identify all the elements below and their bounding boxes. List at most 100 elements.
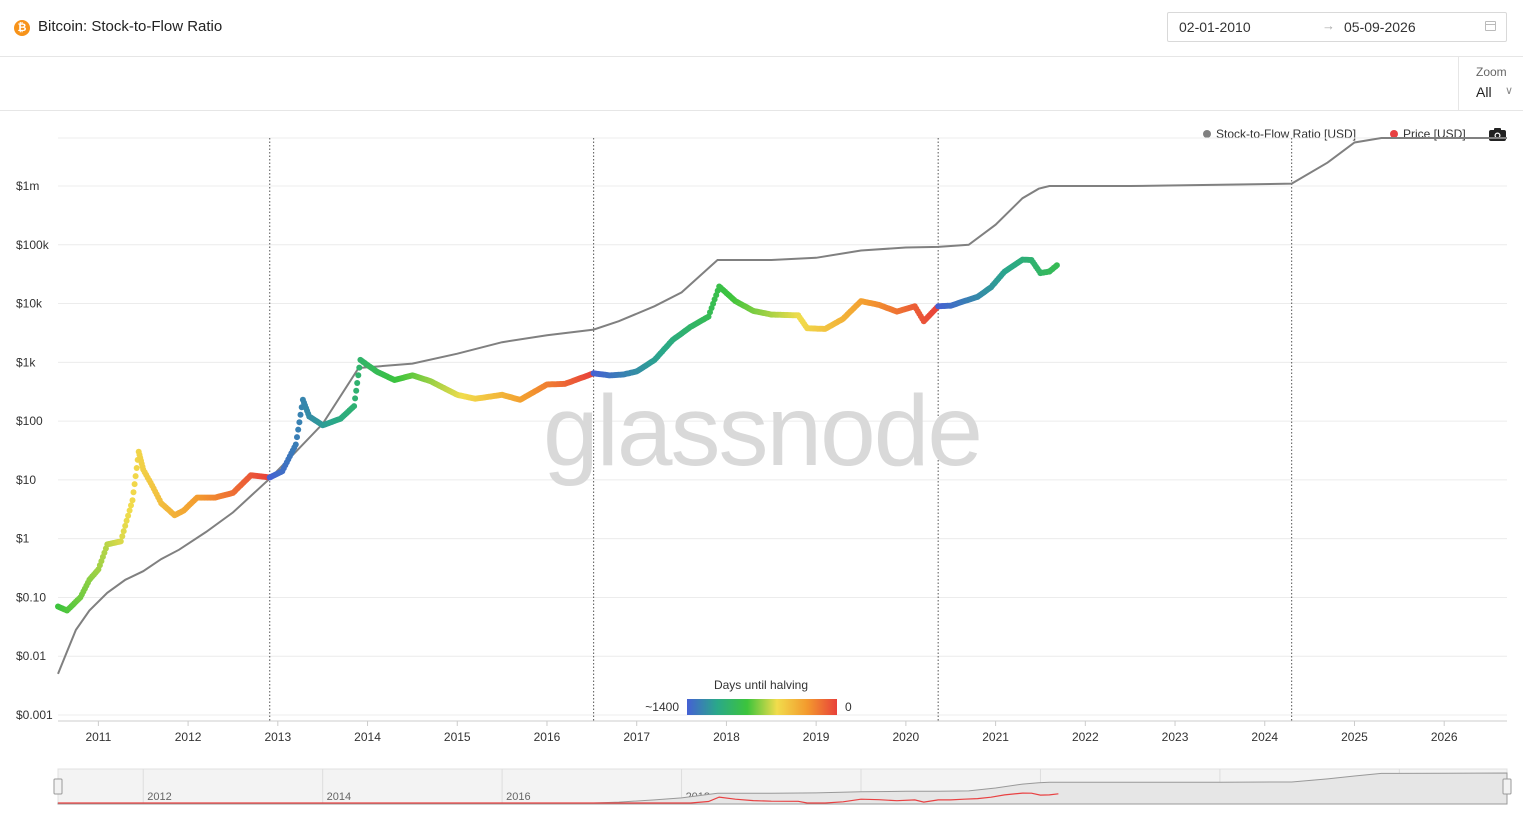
- price-point: [455, 392, 462, 399]
- price-point: [760, 310, 767, 316]
- price-point: [563, 380, 570, 387]
- price-point: [639, 364, 646, 371]
- price-point: [1036, 267, 1042, 274]
- price-point: [204, 494, 211, 501]
- price-point: [716, 283, 723, 290]
- price-point: [144, 474, 151, 481]
- price-point: [1041, 269, 1048, 276]
- legend-item-s2f[interactable]: Stock-to-Flow Ratio [USD]: [1203, 127, 1356, 141]
- price-point: [575, 375, 582, 382]
- zoom-select[interactable]: Zoom All ∨: [1458, 57, 1523, 110]
- price-point: [488, 393, 495, 400]
- price-point: [914, 308, 921, 315]
- date-start-input[interactable]: 02-01-2010: [1179, 19, 1251, 35]
- price-point: [704, 314, 710, 321]
- price-point: [841, 314, 848, 321]
- price-point: [886, 305, 893, 312]
- price-point: [346, 407, 353, 414]
- x-tick-label: 2014: [354, 730, 381, 744]
- price-point: [129, 497, 136, 504]
- price-point: [331, 417, 338, 424]
- price-point: [133, 465, 140, 471]
- y-tick-label: $100k: [16, 238, 50, 252]
- price-point: [427, 378, 434, 385]
- price-point: [853, 302, 860, 309]
- price-point: [360, 359, 367, 365]
- date-range-picker[interactable]: 02-01-2010 → 05-09-2026: [1167, 12, 1507, 42]
- price-point: [1009, 263, 1015, 270]
- navigator-tick-label: 2026: [1403, 791, 1427, 803]
- price-point: [730, 296, 737, 303]
- navigator-left-handle[interactable]: [53, 778, 63, 795]
- navigator-track: [57, 768, 1508, 805]
- price-point: [765, 310, 772, 317]
- date-end-input[interactable]: 05-09-2026: [1344, 19, 1416, 35]
- price-point: [114, 539, 121, 545]
- price-point: [1003, 267, 1010, 274]
- price-point: [107, 540, 114, 547]
- price-point: [59, 605, 66, 612]
- price-point: [974, 293, 981, 300]
- price-point: [883, 304, 890, 311]
- price-point: [382, 372, 389, 379]
- price-point: [968, 295, 975, 302]
- navigator[interactable]: 2012 2014 2016 2018 2020 2022 2024 2026: [53, 768, 1512, 805]
- price-point: [372, 367, 378, 374]
- price-point: [687, 323, 694, 330]
- chevron-down-icon[interactable]: ∨: [1505, 85, 1514, 97]
- price-point: [615, 371, 622, 378]
- price-point: [276, 469, 283, 476]
- calendar-icon[interactable]: [1485, 21, 1496, 31]
- price-point: [795, 312, 802, 319]
- price-point: [668, 338, 675, 345]
- price-point: [302, 402, 308, 409]
- price-point: [539, 384, 546, 390]
- price-point: [428, 378, 435, 385]
- price-point: [445, 387, 452, 394]
- price-point: [756, 309, 763, 316]
- price-point: [566, 379, 573, 386]
- zoom-value[interactable]: All: [1476, 84, 1492, 100]
- price-point: [247, 472, 254, 479]
- price-point: [796, 314, 803, 321]
- price-point: [949, 302, 956, 309]
- navigator-right-handle[interactable]: [1502, 778, 1512, 795]
- price-point: [695, 319, 701, 326]
- price-point: [586, 372, 593, 378]
- price-point: [881, 304, 888, 311]
- price-point: [925, 313, 932, 320]
- price-point: [224, 491, 230, 498]
- price-point: [763, 310, 770, 317]
- price-point: [138, 457, 144, 464]
- price-point: [693, 320, 700, 327]
- price-point: [418, 375, 425, 382]
- price-point: [572, 377, 579, 383]
- price-point: [218, 493, 224, 499]
- price-point: [801, 321, 808, 327]
- price-point: [123, 517, 130, 524]
- price-point: [711, 296, 718, 303]
- camera-icon[interactable]: [1489, 128, 1506, 141]
- price-point: [979, 290, 986, 297]
- price-point: [1050, 264, 1057, 271]
- price-point: [490, 393, 497, 400]
- price-point: [846, 309, 852, 316]
- price-point: [611, 372, 618, 379]
- price-point: [457, 392, 464, 399]
- price-point: [442, 385, 449, 392]
- price-point: [291, 444, 298, 451]
- price-point: [143, 471, 150, 478]
- price-point: [467, 394, 474, 401]
- legend-item-price[interactable]: Price [USD]: [1390, 127, 1466, 141]
- price-point: [838, 316, 845, 323]
- price-point: [955, 300, 962, 307]
- price-point: [416, 374, 423, 381]
- price-point: [887, 306, 894, 313]
- price-point: [212, 494, 218, 501]
- navigator-tick-label: 2022: [1044, 791, 1068, 803]
- price-point: [647, 359, 654, 366]
- price-point: [283, 459, 290, 466]
- price-point: [660, 346, 667, 353]
- price-point: [1033, 263, 1039, 270]
